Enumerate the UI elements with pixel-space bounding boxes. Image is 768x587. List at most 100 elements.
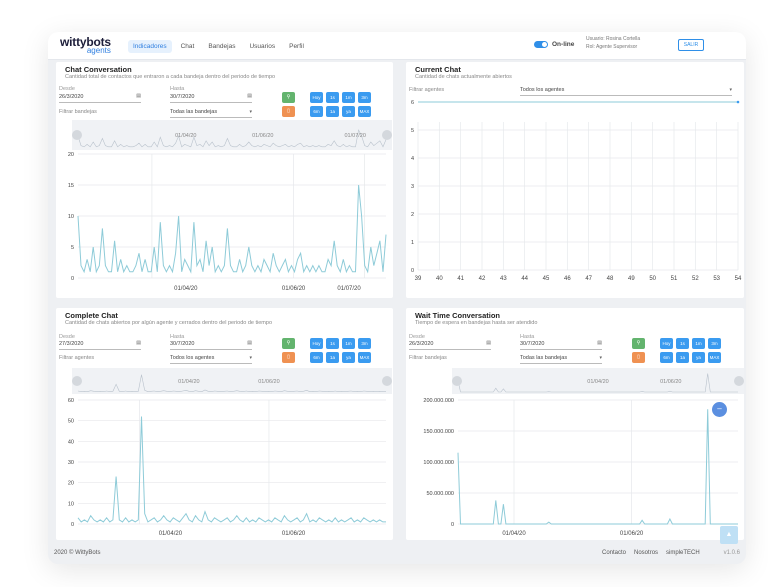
range-button-1s[interactable]: 1s [326, 92, 339, 103]
scroll-up-button[interactable]: ▲ [720, 526, 738, 544]
panel-title: Wait Time Conversation [415, 311, 501, 320]
x-tick-label: 50 [649, 276, 656, 282]
range-button-1m[interactable]: 1m [342, 92, 355, 103]
nav-item-bandejas[interactable]: Bandejas [208, 43, 236, 50]
y-tick-label: 0 [451, 522, 454, 528]
x-tick-label: 43 [500, 276, 507, 282]
range-button-max[interactable]: MAX [358, 106, 371, 117]
range-button-1m[interactable]: 1m [342, 338, 355, 349]
chevron-down-icon: ▾ [249, 109, 252, 115]
chevron-up-icon: ▲ [725, 531, 733, 538]
search-icon: ⚲ [636, 340, 641, 346]
navigator-date-label: 01/07/20 [344, 133, 365, 139]
calendar-icon[interactable]: ▤ [597, 340, 602, 346]
y-tick-label: 5 [71, 245, 74, 251]
y-tick-label: 100.000.000 [423, 460, 454, 466]
navigator-date-label: 01/04/20 [175, 133, 196, 139]
search-button[interactable]: ⚲ [632, 338, 645, 349]
range-button-max[interactable]: MAX [358, 352, 371, 363]
chart-button[interactable]: ▯ [282, 106, 295, 117]
y-tick-label: 50 [68, 419, 74, 425]
range-button-1a[interactable]: 1a [326, 352, 339, 363]
range-button-3m[interactable]: 3m [358, 92, 371, 103]
logout-button[interactable]: SALIR [678, 39, 704, 51]
range-button-6m[interactable]: 6m [310, 106, 323, 117]
search-button[interactable]: ⚲ [282, 338, 295, 349]
calendar-icon[interactable]: ▤ [136, 93, 141, 99]
search-button[interactable]: ⚲ [282, 92, 295, 103]
x-tick-label: 41 [457, 276, 464, 282]
from-date-input[interactable]: 26/3/2020 ▤ [409, 340, 491, 350]
nav-item-indicadores[interactable]: Indicadores [128, 40, 172, 53]
range-button-1s[interactable]: 1s [676, 338, 689, 349]
range-button-ya[interactable]: ya [342, 352, 355, 363]
to-date-input[interactable]: 30/7/2020 ▤ [170, 93, 252, 103]
to-label: Hasta [170, 334, 185, 340]
navigator-handle-left [72, 376, 82, 386]
panel-subtitle: Tiempo de espera en bandejas hasta ser a… [415, 320, 538, 326]
filter-label: Filtrar agentes [409, 87, 445, 93]
footer-link-simpletech[interactable]: simpleTECH [666, 550, 700, 556]
range-button-6m[interactable]: 6m [310, 352, 323, 363]
user-key: Usuario: [586, 36, 605, 42]
filter-value: Todas las bandejas [170, 109, 218, 115]
nav-item-perfil[interactable]: Perfil [289, 43, 304, 50]
calendar-icon[interactable]: ▤ [136, 340, 141, 346]
filter-select[interactable]: Todos los agentes ▾ [170, 355, 252, 364]
from-date-input[interactable]: 27/3/2020 ▤ [59, 340, 141, 350]
nav-item-usuarios[interactable]: Usuarios [249, 43, 276, 50]
footer-link-contacto[interactable]: Contacto [602, 550, 627, 556]
from-date-value: 27/3/2020 [59, 341, 84, 347]
calendar-icon[interactable]: ▤ [247, 340, 252, 346]
calendar-icon[interactable]: ▤ [486, 340, 491, 346]
filter-value: Todas las bandejas [520, 355, 568, 361]
series-line [457, 409, 738, 525]
from-label: Desde [409, 334, 425, 340]
range-button-today[interactable]: Hoy [310, 92, 323, 103]
range-button-1a[interactable]: 1a [676, 352, 689, 363]
x-tick-label: 53 [713, 276, 720, 282]
y-tick-label: 30 [68, 460, 74, 466]
range-button-1s[interactable]: 1s [326, 338, 339, 349]
from-date-input[interactable]: 26/3/2020 ▤ [59, 93, 141, 103]
x-tick-label: 47 [585, 276, 592, 282]
footer-links: Contacto Nosotros simpleTECH [602, 550, 700, 556]
range-button-max[interactable]: MAX [708, 352, 721, 363]
range-button-3m[interactable]: 3m [358, 338, 371, 349]
navigator-date-label: 01/06/20 [252, 133, 273, 139]
footer-link-nosotros[interactable]: Nosotros [634, 550, 659, 556]
chart-button[interactable]: ▯ [632, 352, 645, 363]
logo-subtitle: agents [86, 46, 111, 55]
to-date-input[interactable]: 30/7/2020 ▤ [520, 340, 602, 350]
x-tick-label: 42 [479, 276, 486, 282]
logo-wordmark: wittybots [60, 35, 111, 49]
range-button-6m[interactable]: 6m [660, 352, 673, 363]
logo[interactable]: wittybots agents [60, 35, 111, 55]
x-tick-label: 51 [671, 276, 678, 282]
x-tick-label: 46 [564, 276, 571, 282]
chart-button[interactable]: ▯ [282, 352, 295, 363]
minus-icon[interactable]: – [712, 402, 727, 417]
range-button-1m[interactable]: 1m [692, 338, 705, 349]
range-button-3m[interactable]: 3m [708, 338, 721, 349]
to-date-input[interactable]: 30/7/2020 ▤ [170, 340, 252, 350]
filter-select[interactable]: Todos los agentes ▾ [520, 87, 732, 96]
range-button-ya[interactable]: ya [342, 106, 355, 117]
calendar-icon[interactable]: ▤ [247, 93, 252, 99]
from-label: Desde [59, 334, 75, 340]
range-button-today[interactable]: Hoy [660, 338, 673, 349]
range-button-today[interactable]: Hoy [310, 338, 323, 349]
y-tick-label: 20 [68, 152, 74, 158]
x-tick-label: 40 [436, 276, 443, 282]
filter-select[interactable]: Todas las bandejas ▾ [520, 355, 602, 364]
from-date-value: 26/3/2020 [409, 341, 434, 347]
filter-label: Filtrar agentes [59, 355, 95, 361]
to-label: Hasta [170, 86, 185, 92]
range-button-1a[interactable]: 1a [326, 106, 339, 117]
online-toggle[interactable] [534, 41, 548, 48]
navigator-date-label: 01/06/20 [258, 379, 279, 385]
navigator-strip [72, 368, 392, 394]
filter-select[interactable]: Todas las bandejas ▾ [170, 109, 252, 118]
range-button-ya[interactable]: ya [692, 352, 705, 363]
nav-item-chat[interactable]: Chat [180, 43, 195, 50]
